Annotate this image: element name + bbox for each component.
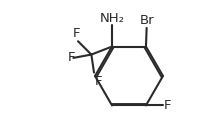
Text: F: F (73, 27, 80, 40)
Text: NH₂: NH₂ (99, 12, 125, 25)
Text: Br: Br (139, 14, 154, 27)
Text: F: F (164, 99, 171, 112)
Text: F: F (68, 51, 75, 64)
Text: F: F (95, 75, 102, 88)
